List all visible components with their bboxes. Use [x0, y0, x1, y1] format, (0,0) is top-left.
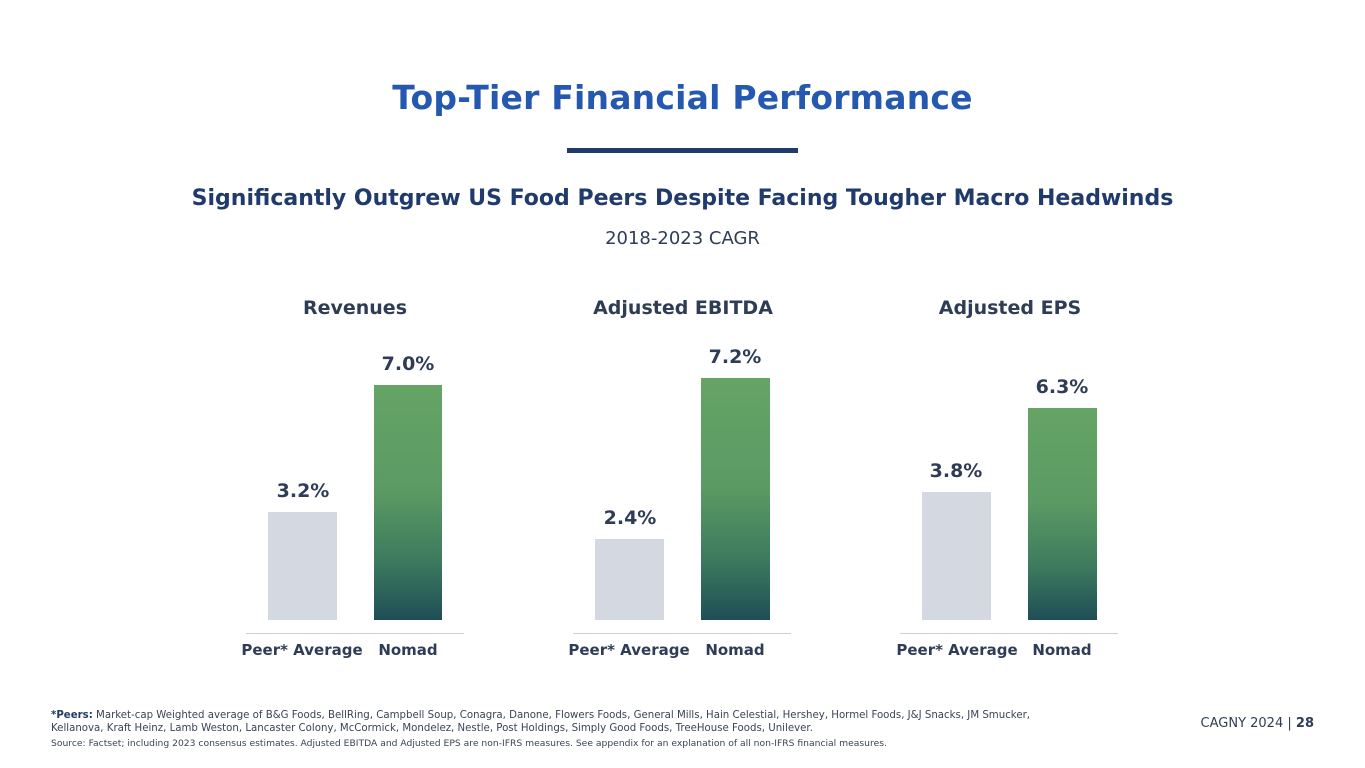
source-note: Source: Factset; including 2023 consensu… — [51, 738, 887, 749]
revenues-axis — [246, 633, 464, 634]
page-number: 28 — [1295, 716, 1314, 731]
footer-event: CAGNY 2024 — [1200, 716, 1284, 731]
slide-title: Top-Tier Financial Performance — [392, 78, 973, 117]
revenues-nomad-value: 7.0% — [381, 352, 435, 375]
ebitda-peer-value: 2.4% — [603, 507, 657, 530]
peers-footnote: *Peers: Market-cap Weighted average of B… — [51, 709, 1031, 735]
ebitda-nomad-value: 7.2% — [708, 346, 762, 369]
eps-cat-nomad: Nomad — [1032, 641, 1092, 659]
footnote-text: Market-cap Weighted average of B&G Foods… — [51, 710, 1031, 734]
eps-peer-value: 3.8% — [929, 460, 983, 483]
ebitda-axis — [573, 633, 791, 634]
eps-peer-bar — [922, 492, 991, 620]
title-underline — [567, 148, 798, 153]
eps-nomad-value: 6.3% — [1035, 376, 1089, 399]
revenues-cat-nomad: Nomad — [378, 641, 438, 659]
ebitda-nomad-bar — [701, 378, 770, 620]
chart-title-ebitda: Adjusted EBITDA — [593, 297, 773, 319]
eps-axis — [900, 633, 1118, 634]
slide-footer: CAGNY 2024 | 28 — [1201, 716, 1314, 731]
ebitda-cat-nomad: Nomad — [705, 641, 765, 659]
ebitda-cat-peer: Peer* Average — [568, 641, 690, 659]
revenues-peer-bar — [268, 512, 337, 620]
chart-title-revenues: Revenues — [302, 297, 408, 319]
ebitda-peer-bar — [595, 539, 664, 620]
slide-subtitle: Significantly Outgrew US Food Peers Desp… — [191, 186, 1174, 211]
footnote-label: *Peers: — [51, 710, 93, 721]
footer-separator: | — [1287, 716, 1292, 731]
chart-title-eps: Adjusted EPS — [938, 297, 1082, 319]
revenues-peer-value: 3.2% — [276, 480, 330, 503]
revenues-cat-peer: Peer* Average — [241, 641, 363, 659]
revenues-nomad-bar — [374, 384, 442, 620]
eps-cat-peer: Peer* Average — [896, 641, 1018, 659]
eps-nomad-bar — [1028, 408, 1097, 620]
period-label: 2018-2023 CAGR — [605, 228, 760, 249]
